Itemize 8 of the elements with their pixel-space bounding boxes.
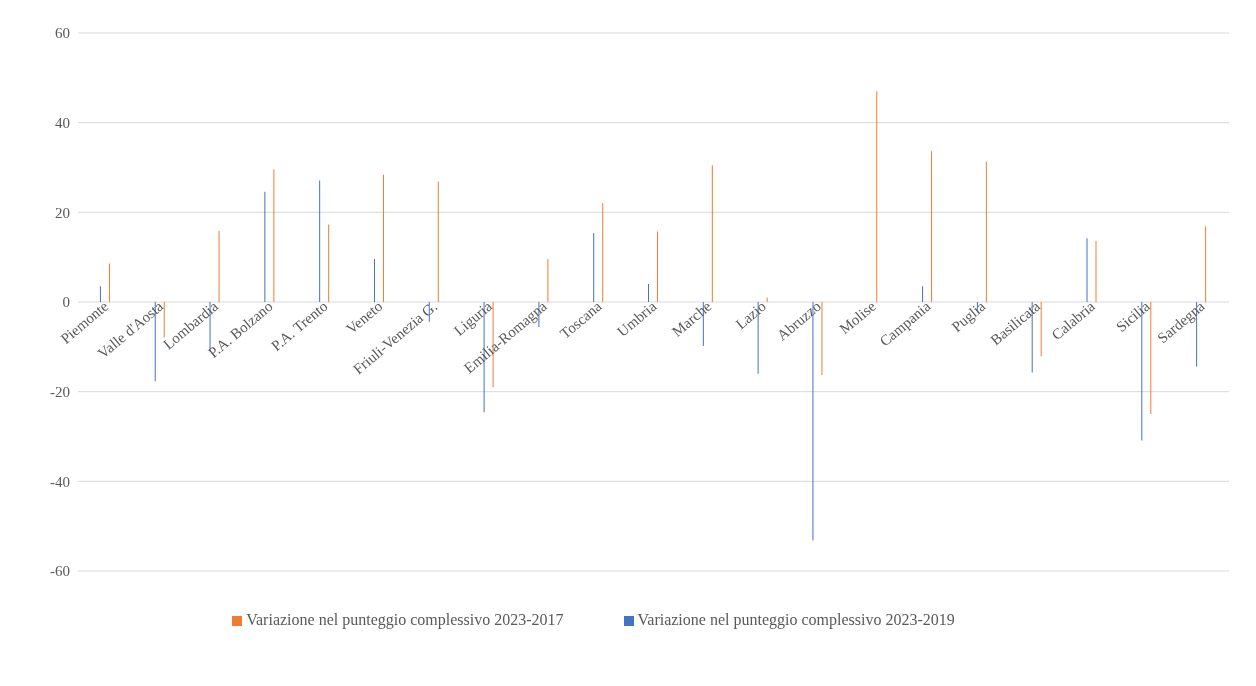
y-tick-label: 60 xyxy=(55,25,70,42)
y-tick-label: 20 xyxy=(55,204,70,221)
legend-label: Variazione nel punteggio complessivo 2023-2017 xyxy=(246,611,564,628)
y-tick-label: 40 xyxy=(55,114,70,131)
y-tick-label: -20 xyxy=(50,383,70,400)
y-tick-label: -60 xyxy=(50,563,70,580)
legend-label: Variazione nel punteggio complessivo 2023-2019 xyxy=(637,611,955,628)
y-tick-label: -40 xyxy=(50,473,70,490)
